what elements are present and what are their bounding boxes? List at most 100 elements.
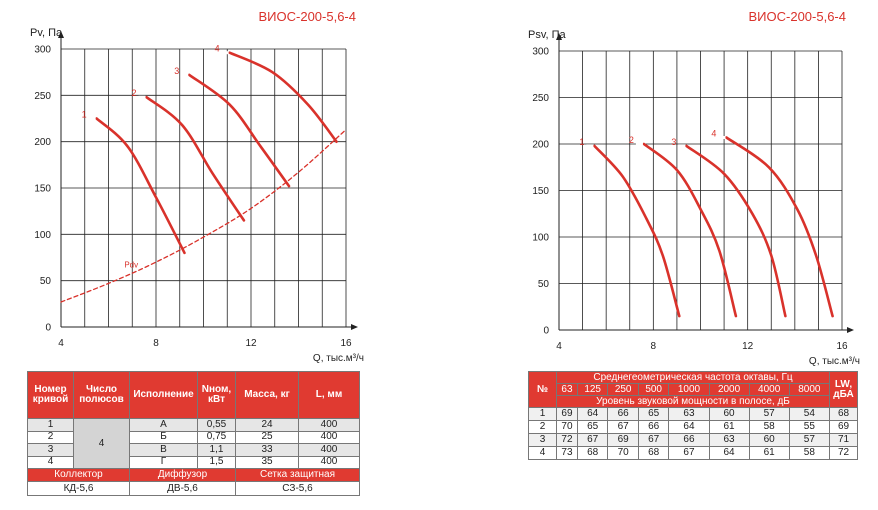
series-line-curve-3 bbox=[188, 73, 291, 188]
y-tick-label: 150 bbox=[34, 184, 51, 195]
level-1000: 64 bbox=[668, 420, 710, 434]
curve-number: 1 bbox=[27, 418, 74, 432]
series-label-2: 2 bbox=[629, 135, 634, 145]
level-250: 67 bbox=[607, 420, 639, 434]
level-8000: 54 bbox=[788, 407, 831, 421]
freq-125: 125 bbox=[576, 383, 609, 396]
header-length: L, мм bbox=[298, 371, 360, 419]
level-125: 68 bbox=[576, 446, 609, 460]
level-4000: 57 bbox=[748, 407, 790, 421]
y-tick-label: 250 bbox=[34, 91, 51, 102]
accessories-header-row: Коллектор Диффузор Сетка защитная bbox=[27, 468, 360, 482]
noise-header-row-2: 63 125 250 500 1000 2000 4000 8000 bbox=[529, 383, 858, 396]
level-4000: 61 bbox=[748, 446, 790, 460]
y-tick-label: 0 bbox=[45, 323, 51, 334]
x-tick-label: 4 bbox=[556, 341, 562, 352]
table-row: 2 70 65 67 66 64 61 58 55 69 bbox=[528, 420, 858, 434]
series-label-pdv: Pdv bbox=[124, 260, 138, 269]
row-number: 4 bbox=[528, 446, 557, 460]
header-power: Nном, кВт bbox=[197, 371, 236, 419]
length-value: 400 bbox=[298, 443, 360, 457]
series-line-curve-2 bbox=[145, 95, 246, 222]
series-label-3: 3 bbox=[671, 137, 676, 147]
level-500: 65 bbox=[637, 407, 670, 421]
accessories-value-row: КД-5,6 ДВ-5,6 СЗ-5,6 bbox=[27, 481, 360, 496]
y-tick-label: 100 bbox=[532, 233, 549, 244]
level-63: 69 bbox=[556, 407, 578, 421]
x-tick-label: 12 bbox=[742, 341, 754, 352]
table-row: 2 Б 0,75 25 400 bbox=[27, 430, 360, 444]
series-label-4: 4 bbox=[215, 44, 220, 54]
specs-header-row: Номер кривой Число полюсов Исполнение Nн… bbox=[27, 371, 360, 419]
header-frequency-title: Среднегеометрическая частота октавы, Гц bbox=[556, 371, 830, 384]
length-value: 400 bbox=[298, 430, 360, 444]
accessory-diffuser-value: ДВ-5,6 bbox=[129, 481, 236, 496]
power-value: 0,75 bbox=[197, 430, 236, 444]
level-63: 72 bbox=[556, 433, 578, 447]
y-axis-title: Psv, Па bbox=[528, 29, 567, 41]
x-tick-label: 12 bbox=[245, 338, 257, 349]
power-value: 0,55 bbox=[197, 418, 236, 432]
level-125: 65 bbox=[576, 420, 609, 434]
header-lw: LW, дБА bbox=[829, 371, 858, 408]
power-value: 1,5 bbox=[197, 455, 236, 469]
level-250: 66 bbox=[607, 407, 639, 421]
x-tick-label: 8 bbox=[153, 338, 159, 349]
lw-value: 69 bbox=[829, 420, 858, 434]
level-4000: 58 bbox=[748, 420, 790, 434]
level-2000: 63 bbox=[708, 433, 750, 447]
length-value: 400 bbox=[298, 455, 360, 469]
y-axis-arrow bbox=[58, 31, 64, 38]
level-250: 69 bbox=[607, 433, 639, 447]
version-value: Г bbox=[129, 455, 198, 469]
series-label-3: 3 bbox=[174, 66, 179, 76]
noise-table: № Среднегеометрическая частота октавы, Г… bbox=[528, 371, 858, 460]
header-curve-number: Номер кривой bbox=[27, 371, 74, 419]
version-value: А bbox=[129, 418, 198, 432]
freq-8000: 8000 bbox=[788, 383, 831, 396]
table-row: 1 4 А 0,55 24 400 bbox=[27, 418, 360, 469]
fan-specs-table: Номер кривой Число полюсов Исполнение Nн… bbox=[27, 371, 360, 496]
y-tick-label: 50 bbox=[40, 276, 52, 287]
level-63: 73 bbox=[556, 446, 578, 460]
y-axis-arrow bbox=[556, 33, 562, 40]
y-tick-label: 300 bbox=[34, 45, 51, 56]
y-tick-label: 200 bbox=[532, 140, 549, 151]
freq-250: 250 bbox=[607, 383, 639, 396]
curve-number: 4 bbox=[27, 455, 74, 469]
curve-number: 2 bbox=[27, 430, 74, 444]
series-line-curve-4 bbox=[725, 136, 834, 318]
row-number: 3 bbox=[528, 433, 557, 447]
level-250: 70 bbox=[607, 446, 639, 460]
row-number: 2 bbox=[528, 420, 557, 434]
level-500: 67 bbox=[637, 433, 670, 447]
y-tick-label: 300 bbox=[532, 47, 549, 58]
x-axis-title: Q, тыс.м³/ч bbox=[809, 356, 860, 367]
y-tick-label: 0 bbox=[543, 326, 549, 337]
x-axis-arrow bbox=[351, 324, 358, 330]
freq-2000: 2000 bbox=[708, 383, 750, 396]
level-1000: 66 bbox=[668, 433, 710, 447]
freq-4000: 4000 bbox=[748, 383, 790, 396]
version-value: Б bbox=[129, 430, 198, 444]
level-125: 67 bbox=[576, 433, 609, 447]
mass-value: 35 bbox=[235, 455, 299, 469]
y-tick-label: 250 bbox=[532, 93, 549, 104]
y-tick-label: 100 bbox=[34, 230, 51, 241]
level-2000: 61 bbox=[708, 420, 750, 434]
poles-value: 4 bbox=[73, 418, 130, 469]
accessory-diffuser-label: Диффузор bbox=[129, 468, 236, 482]
lw-value: 71 bbox=[829, 433, 858, 447]
header-poles: Число полюсов bbox=[73, 371, 130, 419]
series-label-1: 1 bbox=[82, 110, 87, 120]
x-tick-label: 4 bbox=[58, 338, 64, 349]
header-number: № bbox=[528, 371, 557, 408]
mass-value: 24 bbox=[235, 418, 299, 432]
y-axis-title: Pv, Па bbox=[30, 27, 63, 39]
freq-1000: 1000 bbox=[668, 383, 710, 396]
level-500: 66 bbox=[637, 420, 670, 434]
accessory-grid-label: Сетка защитная bbox=[235, 468, 360, 482]
level-8000: 55 bbox=[788, 420, 831, 434]
